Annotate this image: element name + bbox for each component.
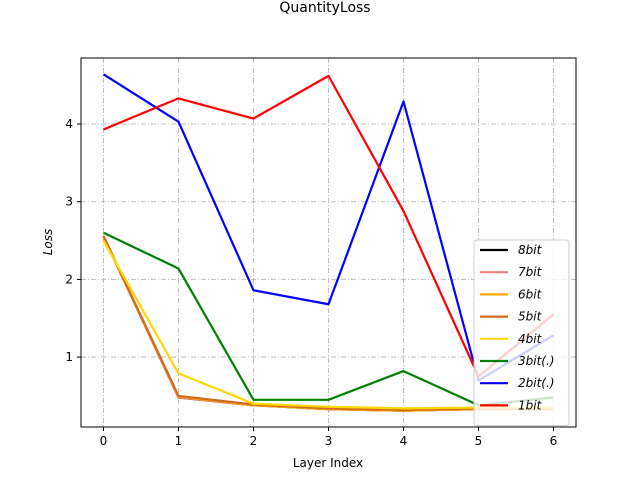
legend-label: 5bit bbox=[518, 310, 543, 324]
x-tick-label: 3 bbox=[325, 434, 333, 448]
legend-label: 8bit bbox=[518, 243, 543, 257]
y-tick-label: 2 bbox=[65, 272, 73, 286]
legend-label: 7bit bbox=[518, 265, 543, 279]
legend-label: 6bit bbox=[518, 287, 543, 301]
chart-title: QuantityLoss bbox=[279, 0, 370, 16]
x-axis-label: Layer Index bbox=[293, 456, 363, 470]
y-axis-label: Loss bbox=[41, 229, 55, 256]
x-tick-label: 4 bbox=[400, 434, 408, 448]
y-tick-label: 4 bbox=[65, 117, 73, 131]
legend-label: 1bit bbox=[518, 398, 543, 412]
x-tick-label: 0 bbox=[100, 434, 108, 448]
x-tick-label: 1 bbox=[175, 434, 183, 448]
x-ticks: 0 1 2 3 4 5 6 bbox=[100, 427, 558, 448]
legend-label: 3bit(.) bbox=[518, 354, 554, 368]
y-tick-label: 1 bbox=[65, 350, 73, 364]
y-ticks: 1 2 3 4 bbox=[65, 117, 81, 364]
x-tick-label: 6 bbox=[550, 434, 558, 448]
x-tick-label: 2 bbox=[250, 434, 258, 448]
legend-box bbox=[473, 239, 570, 427]
legend-label: 2bit(.) bbox=[518, 376, 554, 390]
legend-label: 4bit bbox=[518, 332, 543, 346]
y-tick-label: 3 bbox=[65, 195, 73, 209]
x-tick-label: 5 bbox=[475, 434, 483, 448]
legend: 8bit 7bit 6bit 5bit 4bit 3bit(.) 2bit(.) 1bit bbox=[473, 239, 570, 427]
